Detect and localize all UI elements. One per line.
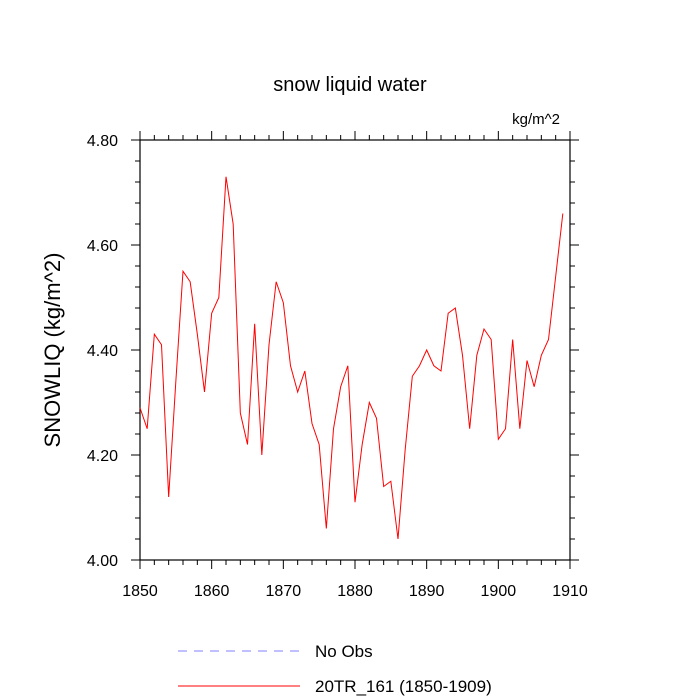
units-label: kg/m^2 (512, 111, 560, 128)
y-tick-label: 4.80 (87, 133, 118, 150)
chart-title: snow liquid water (273, 74, 427, 96)
x-tick-label: 1860 (194, 583, 230, 600)
x-tick-label: 1880 (337, 583, 373, 600)
x-tick-label: 1870 (266, 583, 302, 600)
y-tick-label: 4.40 (87, 343, 118, 360)
x-tick-label: 1890 (409, 583, 445, 600)
y-axis-label: SNOWLIQ (kg/m^2) (40, 253, 65, 448)
legend-label-20tr-161: 20TR_161 (1850-1909) (315, 677, 492, 696)
y-tick-label: 4.20 (87, 448, 118, 465)
x-axis: 1850 1860 1870 1880 1890 1900 1910 (122, 131, 588, 600)
x-tick-label: 1850 (122, 583, 158, 600)
x-tick-label: 1910 (552, 583, 588, 600)
series-layer (139, 176, 564, 540)
series-line-20tr-161-1850-1909- (139, 176, 564, 540)
y-tick-label: 4.00 (87, 553, 118, 570)
legend: No Obs 20TR_161 (1850-1909) (178, 642, 492, 696)
legend-label-no-obs: No Obs (315, 642, 373, 661)
y-axis: 4.00 4.20 4.40 4.60 4.80 (87, 133, 579, 570)
y-tick-label: 4.60 (87, 238, 118, 255)
x-tick-label: 1900 (481, 583, 517, 600)
